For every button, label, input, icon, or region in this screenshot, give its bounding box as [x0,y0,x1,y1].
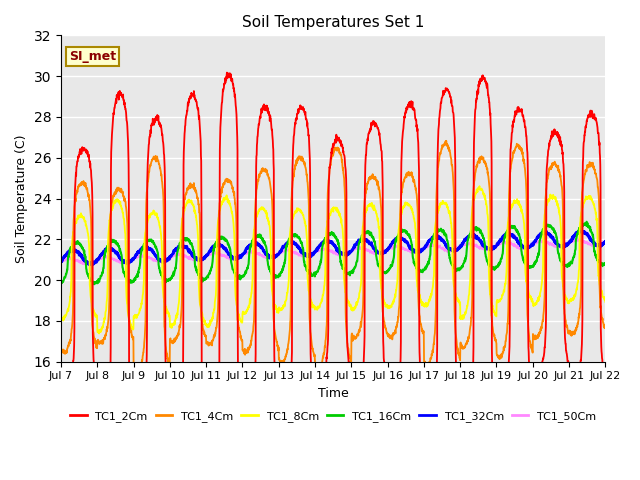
TC1_8Cm [492,311,499,317]
TC1_8Cm [209,311,217,317]
TC1_32Cm [57,258,65,264]
TC1_4Cm [349,335,357,341]
TC1_50Cm [361,247,369,252]
TC1_8Cm [476,183,483,189]
TC1_2Cm [57,381,65,387]
TC1_16Cm [583,219,591,225]
TC1_32Cm [554,241,561,247]
TC1_16Cm [349,270,357,276]
Title: Soil Temperatures Set 1: Soil Temperatures Set 1 [242,15,424,30]
TC1_50Cm [57,258,65,264]
Legend: TC1_2Cm, TC1_4Cm, TC1_8Cm, TC1_16Cm, TC1_32Cm, TC1_50Cm: TC1_2Cm, TC1_4Cm, TC1_8Cm, TC1_16Cm, TC1… [65,407,601,426]
TC1_8Cm [57,313,65,319]
TC1_2Cm [569,384,577,390]
TC1_2Cm [361,173,369,179]
Line: TC1_50Cm: TC1_50Cm [61,239,605,265]
TC1_50Cm [554,244,561,250]
TC1_50Cm [573,236,581,242]
TC1_32Cm [569,234,577,240]
TC1_16Cm [569,257,577,263]
TC1_4Cm [442,138,450,144]
TC1_50Cm [83,262,91,268]
TC1_50Cm [349,247,357,253]
TC1_32Cm [209,244,217,250]
TC1_4Cm [492,336,499,342]
TC1_4Cm [602,324,609,330]
TC1_16Cm [602,260,609,266]
TC1_4Cm [554,165,561,170]
Line: TC1_16Cm: TC1_16Cm [61,222,605,284]
Text: SI_met: SI_met [69,50,116,63]
TC1_50Cm [569,238,577,243]
TC1_2Cm [207,456,214,462]
TC1_32Cm [349,246,357,252]
TC1_16Cm [209,252,217,257]
TC1_4Cm [57,347,65,352]
TC1_4Cm [361,195,369,201]
TC1_2Cm [554,130,561,135]
TC1_2Cm [349,386,357,392]
Line: TC1_2Cm: TC1_2Cm [61,72,605,459]
TC1_4Cm [209,337,217,343]
Line: TC1_4Cm: TC1_4Cm [61,141,605,374]
TC1_2Cm [223,70,231,75]
TC1_32Cm [89,262,97,267]
TC1_50Cm [602,240,609,245]
TC1_16Cm [361,230,369,236]
TC1_8Cm [554,203,561,209]
TC1_2Cm [209,448,217,454]
TC1_2Cm [492,411,499,417]
TC1_4Cm [132,371,140,377]
TC1_32Cm [602,239,609,244]
TC1_8Cm [95,331,103,336]
TC1_16Cm [57,280,65,286]
TC1_8Cm [361,212,369,217]
TC1_16Cm [90,281,98,287]
Line: TC1_8Cm: TC1_8Cm [61,186,605,334]
TC1_4Cm [569,330,577,336]
TC1_8Cm [602,299,609,305]
TC1_8Cm [569,296,577,301]
Y-axis label: Soil Temperature (C): Soil Temperature (C) [15,134,28,263]
TC1_32Cm [578,228,586,234]
TC1_32Cm [361,237,369,243]
TC1_16Cm [492,264,499,270]
X-axis label: Time: Time [318,387,349,400]
TC1_50Cm [209,251,217,256]
TC1_2Cm [602,377,609,383]
Line: TC1_32Cm: TC1_32Cm [61,231,605,264]
TC1_50Cm [492,243,499,249]
TC1_8Cm [349,308,357,313]
TC1_32Cm [492,245,499,251]
TC1_16Cm [554,239,561,245]
